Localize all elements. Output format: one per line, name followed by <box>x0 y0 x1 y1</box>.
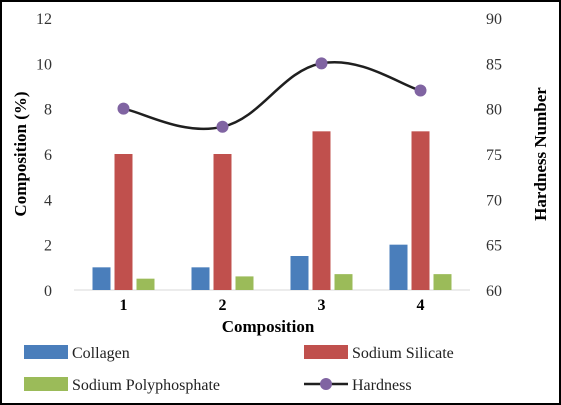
hardness-point <box>216 120 229 133</box>
y2-tick-label: 85 <box>486 56 502 73</box>
bar-collagen <box>191 267 210 290</box>
left-axis-ticks: 0 2 4 6 8 10 12 <box>36 11 52 300</box>
bar-sodium-silicate <box>213 154 232 290</box>
y2-tick-label: 60 <box>486 283 502 300</box>
bar-collagen <box>389 244 408 290</box>
legend-marker <box>320 378 332 390</box>
bar-sodium-silicate <box>411 131 430 290</box>
legend-label: Hardness <box>352 377 412 394</box>
category-ticks: 1 2 3 4 <box>120 297 425 314</box>
x-tick-label: 4 <box>417 297 425 314</box>
y2-axis-title: Hardness Number <box>531 87 550 221</box>
bar-sodium-polyphosphate <box>433 274 452 290</box>
y2-tick-label: 90 <box>486 11 502 28</box>
y2-tick-label: 80 <box>486 102 502 119</box>
y-tick-label: 10 <box>36 56 52 73</box>
bar-sodium-silicate <box>114 154 133 290</box>
y2-tick-label: 75 <box>486 147 502 164</box>
legend-label: Sodium Polyphosphate <box>72 377 220 394</box>
hardness-line <box>123 60 421 131</box>
bars-group <box>92 131 452 290</box>
hardness-point <box>117 102 130 115</box>
legend-swatch <box>24 377 68 391</box>
y-tick-label: 6 <box>44 147 52 164</box>
bar-sodium-silicate <box>312 131 331 290</box>
y-tick-label: 4 <box>44 192 52 209</box>
y-tick-label: 2 <box>44 238 52 255</box>
y-tick-label: 8 <box>44 102 52 119</box>
x-axis-title: Composition <box>222 317 315 336</box>
bar-sodium-polyphosphate <box>334 274 353 290</box>
y2-tick-label: 65 <box>486 238 502 255</box>
legend: Collagen Sodium Silicate Sodium Polyphosph… <box>24 345 454 394</box>
bar-collagen <box>290 256 309 290</box>
legend-swatch <box>304 345 348 359</box>
bar-sodium-polyphosphate <box>235 276 254 290</box>
right-axis-ticks: 60 65 70 75 80 85 90 <box>486 11 502 300</box>
legend-swatch <box>24 345 68 359</box>
y-tick-label: 0 <box>44 283 52 300</box>
hardness-point <box>414 84 427 97</box>
y-axis-title: Composition (%) <box>11 91 30 216</box>
y-tick-label: 12 <box>36 11 52 28</box>
hardness-line-layer <box>117 57 427 133</box>
x-tick-label: 2 <box>219 297 227 314</box>
x-tick-label: 3 <box>318 297 326 314</box>
legend-label: Collagen <box>72 345 130 362</box>
bar-sodium-polyphosphate <box>136 278 155 290</box>
hardness-point <box>315 57 328 70</box>
x-tick-label: 1 <box>120 297 128 314</box>
y2-tick-label: 70 <box>486 192 502 209</box>
bar-collagen <box>92 267 111 290</box>
legend-label: Sodium Silicate <box>352 345 454 362</box>
